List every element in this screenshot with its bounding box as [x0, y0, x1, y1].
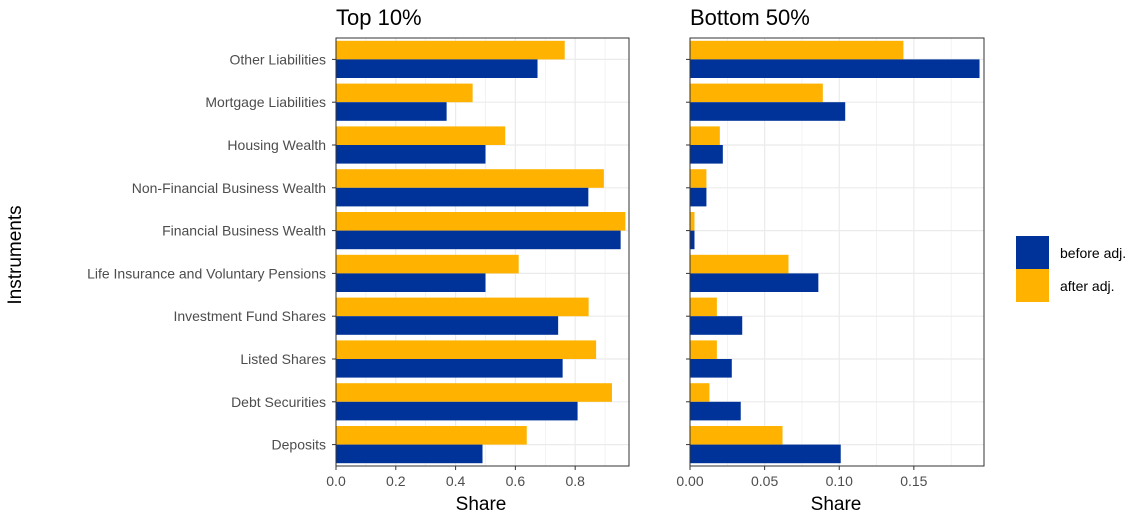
bar-after-adj: [336, 212, 626, 231]
y-category-label: Mortgage Liabilities: [205, 94, 326, 110]
bar-before-adj: [336, 59, 538, 78]
y-axis-title: Instruments: [5, 205, 26, 304]
bar-after-adj: [336, 83, 473, 103]
bar-before-adj: [690, 273, 819, 292]
y-category-label: Listed Shares: [240, 351, 326, 367]
bar-before-adj: [690, 59, 980, 78]
x-tick-label: 0.4: [446, 473, 466, 489]
bar-before-adj: [336, 401, 578, 421]
bar-before-adj: [690, 187, 707, 207]
bar-before-adj: [336, 273, 486, 292]
bar-after-adj: [336, 340, 597, 359]
x-tick-label: 0.6: [506, 473, 526, 489]
bar-before-adj: [336, 316, 559, 335]
y-category-label: Life Insurance and Voluntary Pensions: [87, 265, 326, 281]
bar-after-adj: [690, 40, 904, 60]
facet-title-bottom-50: Bottom 50%: [690, 5, 810, 30]
bar-after-adj: [690, 383, 710, 402]
x-tick-label: 0.00: [676, 473, 703, 489]
panel-top-10: 0.0 0.2 0.4 0.6 0.8: [326, 37, 630, 489]
legend-label-after: after adj.: [1060, 278, 1114, 294]
x-tick-label: 0.0: [326, 473, 346, 489]
bar-before-adj: [690, 359, 732, 378]
panel-bottom-50: 0.00 0.05 0.10 0.15: [676, 37, 985, 489]
bar-after-adj: [336, 426, 527, 445]
bar-after-adj: [690, 340, 717, 359]
y-category-label: Non-Financial Business Wealth: [132, 180, 326, 196]
bar-before-adj: [690, 230, 695, 250]
bar-after-adj: [690, 212, 695, 231]
x-axis-title-top-10: Share: [456, 494, 507, 515]
bar-after-adj: [690, 126, 720, 145]
bar-after-adj: [690, 83, 823, 103]
y-category-label: Deposits: [272, 437, 326, 453]
legend: before adj. after adj.: [1016, 236, 1126, 302]
bar-after-adj: [336, 254, 519, 274]
x-tick-label: 0.15: [900, 473, 927, 489]
legend-swatch-before: [1016, 236, 1049, 269]
bar-before-adj: [336, 359, 563, 378]
bar-after-adj: [336, 126, 506, 145]
legend-label-before: before adj.: [1060, 245, 1126, 261]
y-category-label: Debt Securities: [231, 394, 326, 410]
bar-after-adj: [690, 426, 783, 445]
bar-before-adj: [336, 145, 486, 164]
bar-after-adj: [336, 169, 604, 188]
y-category-label: Other Liabilities: [230, 51, 327, 67]
legend-swatch-after: [1016, 269, 1049, 302]
panel-border: [335, 37, 630, 467]
x-tick-label: 0.2: [386, 473, 406, 489]
y-category-label: Housing Wealth: [227, 137, 326, 153]
bar-after-adj: [690, 169, 707, 188]
bar-before-adj: [690, 401, 741, 421]
bar-after-adj: [690, 297, 717, 317]
bar-before-adj: [336, 102, 447, 121]
x-axis-title-bottom-50: Share: [811, 494, 862, 515]
bar-before-adj: [336, 187, 589, 207]
y-category-label: Investment Fund Shares: [173, 308, 326, 324]
bar-before-adj: [336, 230, 621, 250]
x-tick-label: 0.8: [565, 473, 585, 489]
bar-after-adj: [336, 40, 565, 60]
panel-border: [689, 37, 985, 467]
x-tick-label: 0.10: [826, 473, 853, 489]
bar-after-adj: [336, 383, 612, 402]
bar-before-adj: [690, 145, 723, 164]
bar-before-adj: [690, 102, 846, 121]
x-tick-label: 0.05: [751, 473, 778, 489]
bar-after-adj: [690, 254, 789, 274]
bar-before-adj: [690, 444, 841, 464]
category-labels: Other Liabilities Mortgage Liabilities Hou…: [87, 51, 326, 452]
bar-before-adj: [690, 316, 743, 335]
bar-before-adj: [336, 444, 483, 464]
y-category-label: Financial Business Wealth: [162, 223, 326, 239]
facet-title-top-10: Top 10%: [336, 5, 422, 30]
bar-after-adj: [336, 297, 589, 317]
